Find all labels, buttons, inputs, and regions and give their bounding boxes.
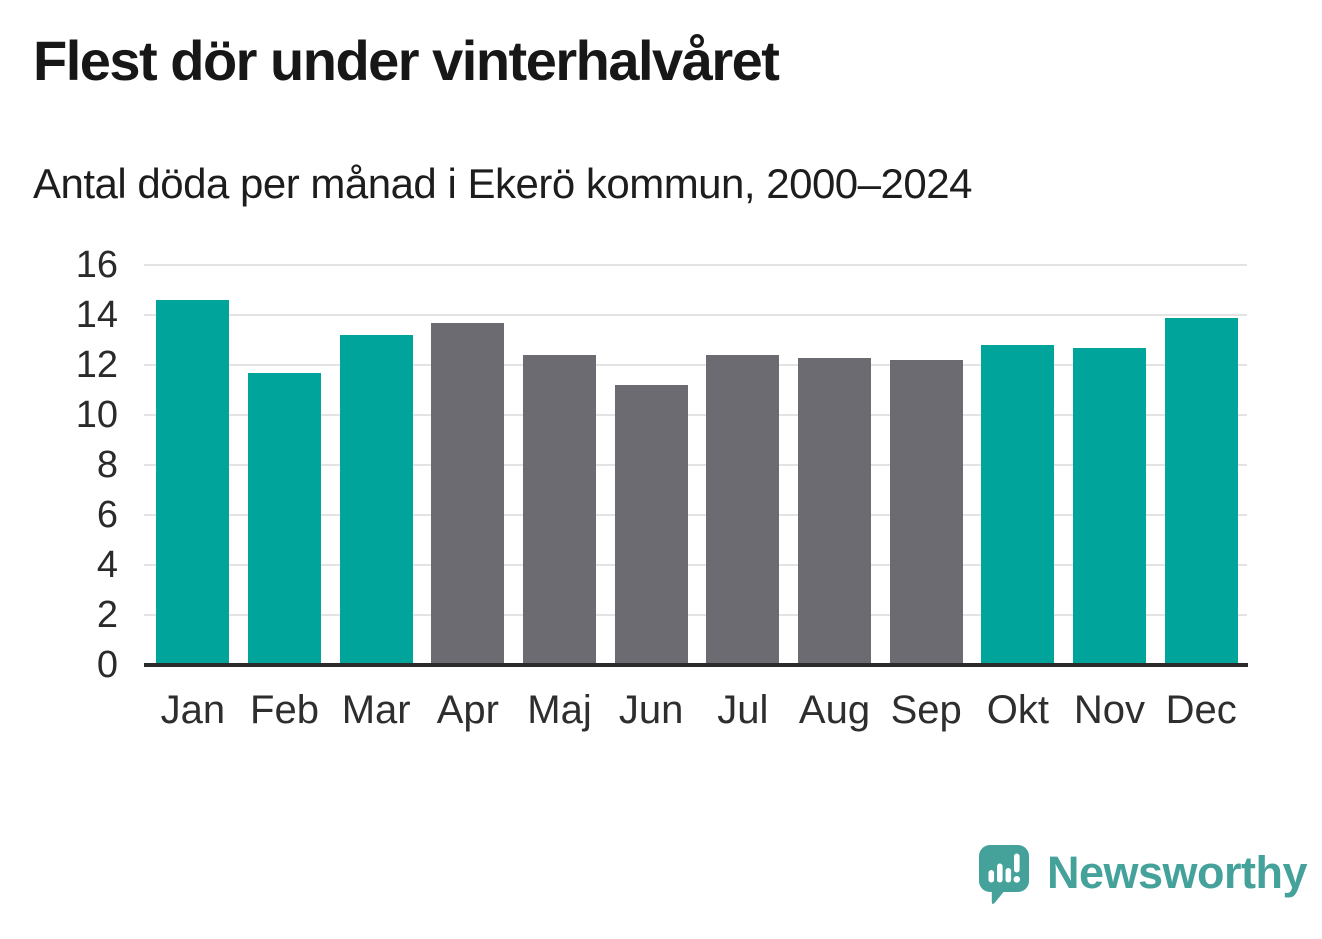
- newsworthy-logo-icon: [979, 845, 1029, 905]
- x-tick-label-jun: Jun: [618, 688, 684, 732]
- x-tick-label-maj: Maj: [527, 688, 592, 732]
- y-tick-label-2: 2: [96, 594, 118, 636]
- bar-dec: [1164, 317, 1238, 665]
- gridline-14: [144, 314, 1247, 316]
- x-tick-label-apr: Apr: [436, 688, 499, 732]
- bar-jul: [706, 355, 780, 665]
- x-tick-label-mar: Mar: [341, 688, 411, 732]
- x-tick-label-aug: Aug: [798, 688, 871, 732]
- bar-okt: [981, 345, 1055, 665]
- y-axis: 0 2 4 6 8 10 12 14 16: [0, 244, 118, 686]
- x-tick-label-jan: Jan: [160, 688, 226, 732]
- y-tick-label-8: 8: [96, 444, 118, 486]
- gridline-16: [144, 264, 1247, 266]
- gridline-2: [144, 614, 1247, 616]
- x-axis: Jan Feb Mar Apr Maj Jun Jul Aug Sep Okt Nov Dec: [147, 688, 1247, 740]
- bar-feb: [248, 372, 321, 665]
- brand-name: Newsworthy: [1047, 847, 1308, 898]
- brand-footer: Newsworthy: [978, 843, 1308, 915]
- y-tick-label-12: 12: [75, 344, 118, 386]
- bar-apr: [431, 322, 505, 665]
- bar-mar: [339, 335, 413, 665]
- x-tick-label-jul: Jul: [717, 688, 769, 732]
- bar-jun: [614, 385, 688, 665]
- x-tick-label-sep: Sep: [890, 688, 962, 732]
- chart-subtitle: Antal döda per månad i Ekerö kommun, 200…: [33, 160, 972, 207]
- y-tick-label-10: 10: [75, 394, 118, 436]
- bar-nov: [1073, 347, 1146, 665]
- y-tick-label-6: 6: [96, 494, 118, 536]
- gridline-10: [144, 414, 1247, 416]
- gridline-12: [144, 364, 1247, 366]
- bar-aug: [798, 357, 871, 665]
- x-tick-label-okt: Okt: [986, 688, 1049, 732]
- bar-sep: [889, 360, 963, 665]
- bar-jan: [156, 300, 230, 665]
- x-tick-label-nov: Nov: [1073, 688, 1146, 732]
- x-axis-line: [144, 663, 1248, 667]
- plot-area: [144, 264, 1248, 667]
- x-tick-label-dec: Dec: [1165, 688, 1237, 732]
- gridline-6: [144, 514, 1247, 516]
- y-tick-label-4: 4: [96, 544, 118, 586]
- bar-maj: [523, 355, 596, 665]
- gridline-4: [144, 564, 1247, 566]
- y-tick-label-16: 16: [75, 244, 118, 286]
- y-tick-label-0: 0: [96, 644, 118, 686]
- gridline-8: [144, 464, 1247, 466]
- chart-title: Flest dör under vinterhalvåret: [33, 29, 780, 92]
- y-tick-label-14: 14: [75, 294, 118, 336]
- x-tick-label-feb: Feb: [250, 688, 319, 732]
